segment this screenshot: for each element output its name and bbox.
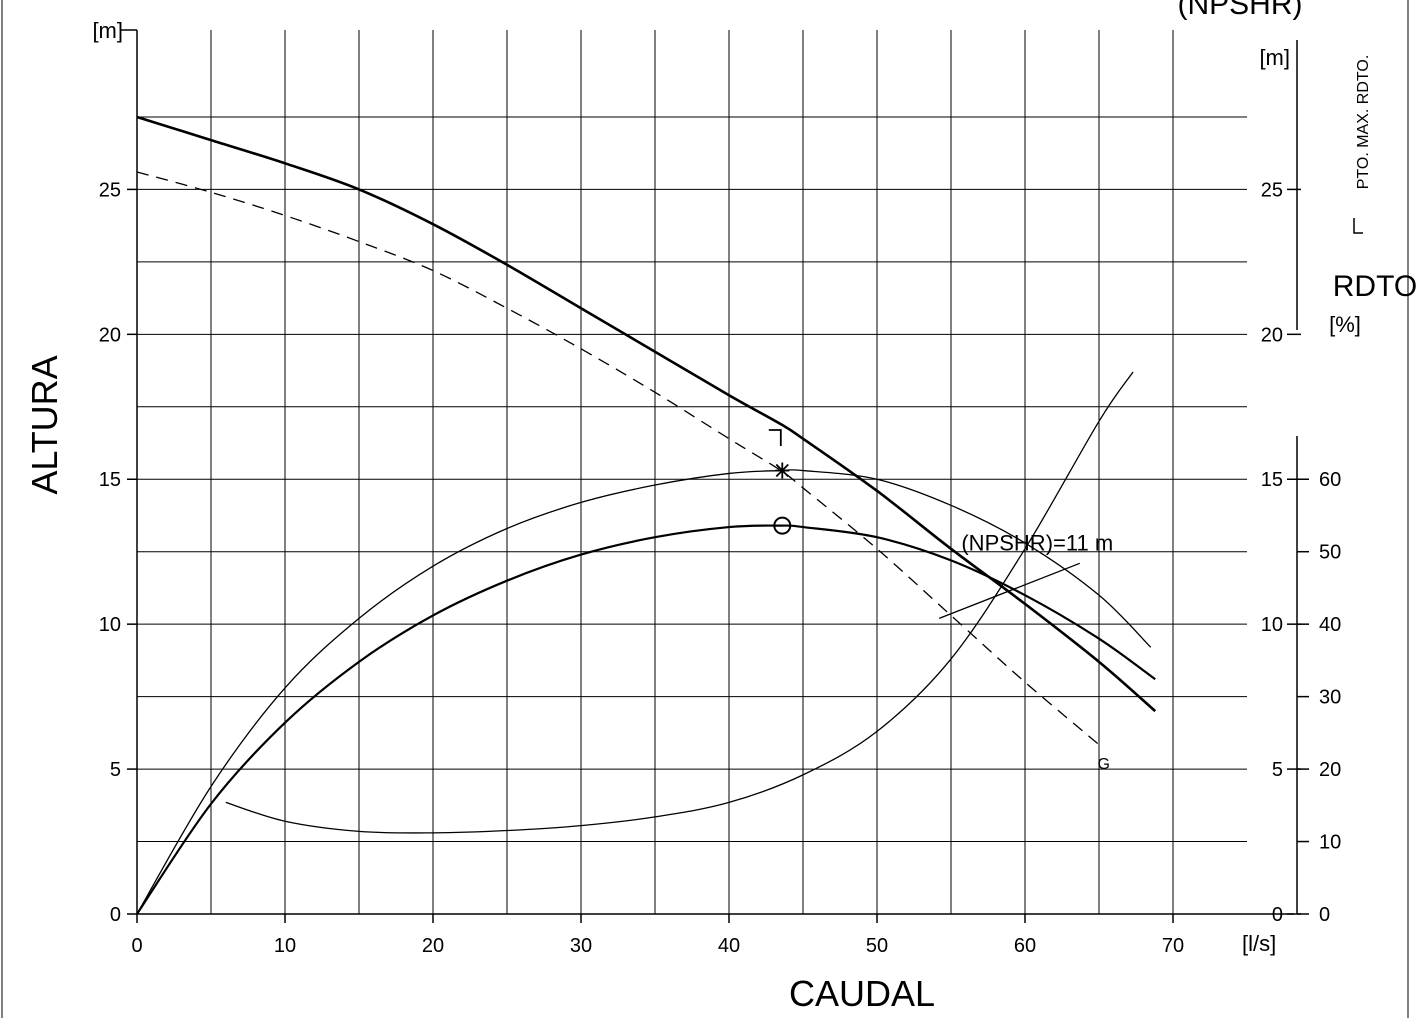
x-tick-label: 20 [422, 935, 444, 957]
x-tick-label: 10 [274, 935, 296, 957]
bep-star-marker [775, 462, 790, 479]
y-tick-label: 5 [110, 759, 121, 781]
x-tick-label: 30 [570, 935, 592, 957]
eff-tick-label: 10 [1319, 832, 1341, 854]
right-tick-label: 15 [1261, 469, 1283, 491]
star-stroke [775, 463, 789, 478]
x-tick-label: 0 [131, 935, 142, 957]
right-unit-label: [m] [1259, 45, 1290, 70]
eff-tick-label: 0 [1319, 904, 1330, 926]
grid [137, 30, 1247, 914]
y-tick-label: 15 [99, 469, 121, 491]
max-eff-marker [768, 429, 782, 446]
eff-tick-label: 20 [1319, 759, 1341, 781]
eff-unit-label: [%] [1329, 312, 1361, 337]
eff-tick-label: 30 [1319, 687, 1341, 709]
bep-circle-marker [773, 516, 792, 535]
markers [768, 429, 792, 535]
y-unit-label: [m] [92, 18, 123, 43]
x-tick-label: 70 [1162, 935, 1184, 957]
eff-tick-label: 60 [1319, 469, 1341, 491]
eff-tick-label: 50 [1319, 542, 1341, 564]
series-npshr-ref [938, 562, 1080, 619]
series-head-b [136, 171, 1101, 747]
labels: 0 5 10 15 20 25 0 10 20 30 40 50 60 70 0 5 10 15 20 25 0 10 20… [24, 0, 1417, 1014]
right-tick-label: 5 [1272, 759, 1283, 781]
eff-axis-title: RDTO [1333, 270, 1417, 303]
right-tick-label: 10 [1261, 614, 1283, 636]
y-axis-title: ALTURA [24, 355, 65, 494]
x-tick-label: 40 [718, 935, 740, 957]
max-eff-legend-symbol [1353, 218, 1363, 234]
npshr-title: (NPSHR) [1178, 0, 1303, 21]
curves [136, 115, 1157, 915]
y-tick-label: 0 [110, 904, 121, 926]
max-eff-legend-text: PTO. MAX. RDTO. [1355, 55, 1372, 190]
y-tick-label: 25 [99, 179, 121, 201]
x-tick-label: 50 [866, 935, 888, 957]
series-head-a [136, 115, 1157, 713]
right-tick-label: 20 [1261, 324, 1283, 346]
series-npshr [225, 371, 1134, 834]
x-unit-label: [l/s] [1242, 931, 1276, 956]
npshr-annotation: (NPSHR)=11 m [961, 530, 1113, 555]
series-eff-b [136, 524, 1156, 915]
right-tick-label: 0 [1272, 904, 1283, 926]
curve-label-g: G [1098, 756, 1110, 773]
right-tick-label: 25 [1261, 179, 1283, 201]
series-eff-a [136, 469, 1152, 915]
y-tick-label: 10 [99, 614, 121, 636]
x-axis-title: CAUDAL [789, 973, 935, 1014]
x-tick-label: 60 [1014, 935, 1036, 957]
y-tick-label: 20 [99, 324, 121, 346]
eff-tick-label: 40 [1319, 614, 1341, 636]
